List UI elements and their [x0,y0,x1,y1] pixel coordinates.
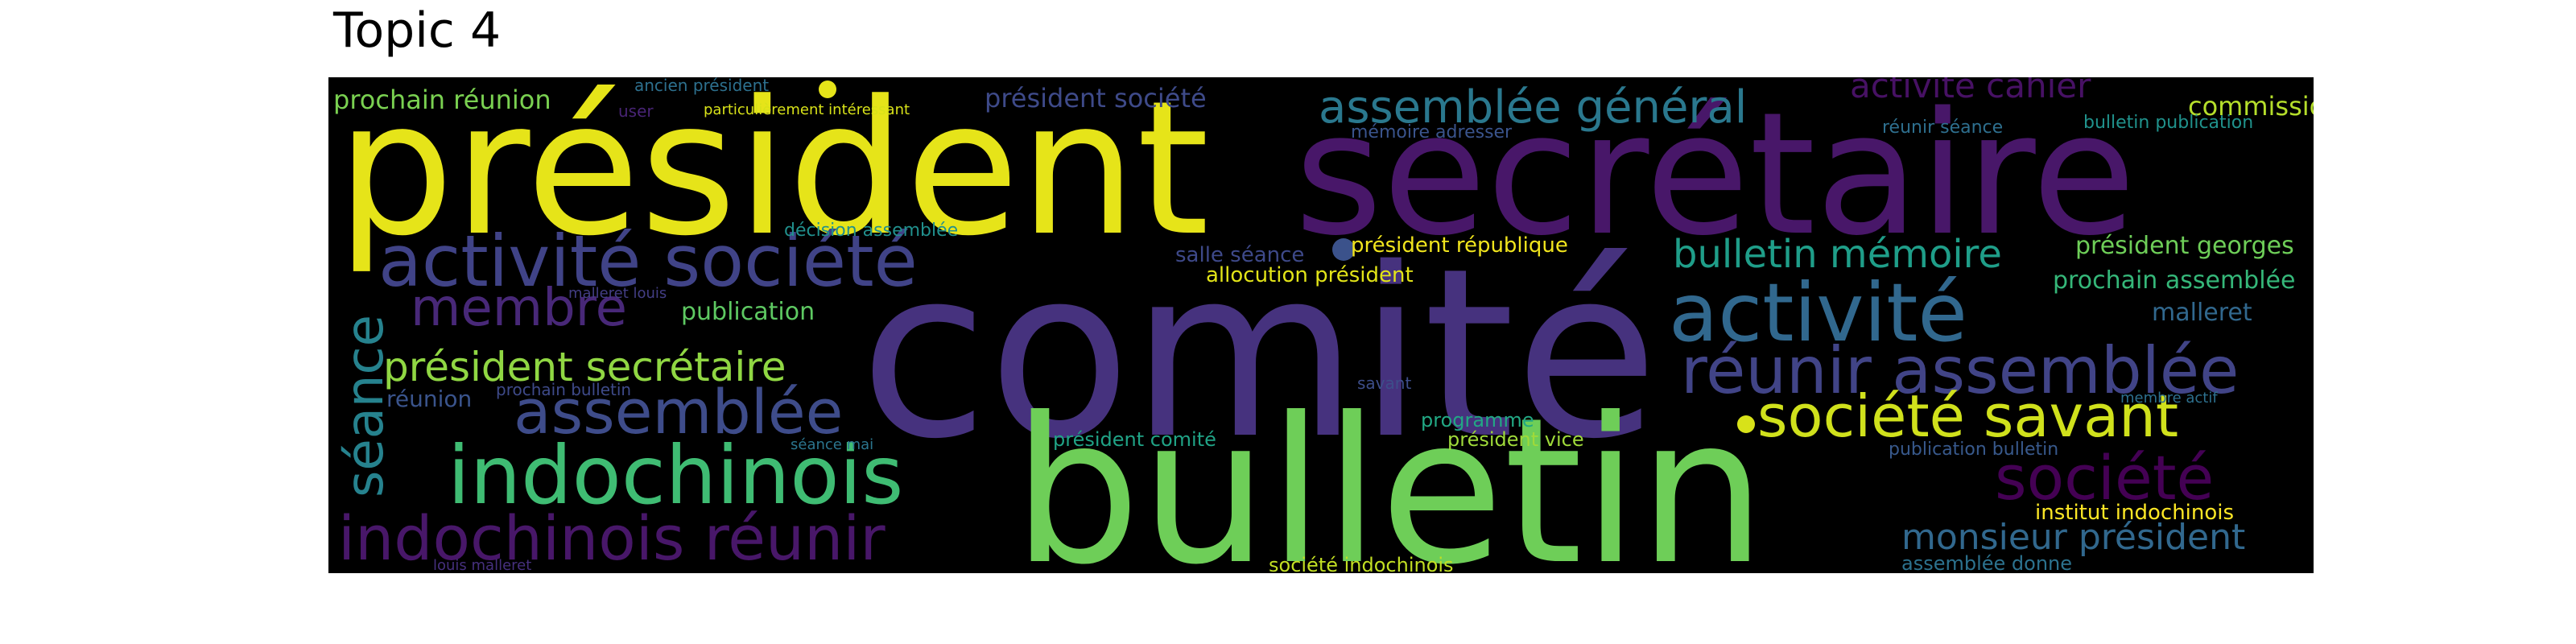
cloud-word: secrétaire [1294,77,2136,273]
cloud-word: séance [336,314,395,497]
cloud-word: indochinois [448,428,904,522]
cloud-word: particulièrement intéressant [704,101,910,118]
dot-mark [819,80,836,98]
cloud-word: société indochinois [1269,554,1454,573]
cloud-word: louis malleret [433,557,532,573]
cloud-word: savant [1357,374,1412,393]
cloud-word: président république [1351,233,1568,258]
cloud-word: membre actif [2120,390,2218,407]
cloud-word: décision assemblée [784,221,959,241]
cloud-word: malleret louis [568,285,667,302]
cloud-word: publication [681,298,815,326]
cloud-word: société savant [1757,382,2179,450]
cloud-word: programme [1421,409,1534,431]
cloud-word: prochain assemblée [2053,266,2296,295]
cloud-word: institut indochinois [2035,501,2235,525]
cloud-word: ancien président [634,77,770,95]
cloud-word: user [618,101,654,121]
cloud-word: bulletin [1013,374,1766,574]
cloud-word: président société [985,83,1207,114]
cloud-word: publication bulletin [1889,440,2059,460]
cloud-word: prochain réunion [333,85,551,115]
cloud-word: société [1995,442,2215,514]
cloud-word: réunion [386,386,473,412]
cloud-word: assemblée général [1319,81,1748,134]
cloud-word: réunir séance [1882,118,2004,138]
cloud-word: président [336,77,1210,277]
cloud-word: président comité [1053,428,1216,451]
cloud-word: salle séance [1175,243,1305,267]
cloud-word: assemblée donne [1901,552,2073,573]
cloud-word: séance mai [791,436,874,453]
cloud-word: monsieur président [1901,517,2246,558]
cloud-word: membre [411,279,627,338]
dot-mark [1737,415,1755,433]
cloud-word: président vice [1447,428,1584,451]
cloud-word: activité cahier [1850,77,2091,105]
cloud-word: mémoire adresser [1351,122,1513,142]
cloud-word: activité société [378,220,918,303]
cloud-word: commission [2188,91,2314,122]
cloud-word: comité [860,219,1659,490]
cloud-word: allocution président [1206,263,1414,287]
word-cloud: président secrétaire comité bulletin activit… [328,77,2314,573]
cloud-word: président georges [2075,232,2294,260]
cloud-word: activité [1669,266,1967,360]
cloud-word: bulletin publication [2083,113,2254,133]
cloud-word: président secrétaire [383,344,786,390]
cloud-word: prochain bulletin [496,380,632,399]
cloud-word: assemblée [514,376,844,448]
cloud-word: réunir assemblée [1681,333,2240,408]
figure-title: Topic 4 [333,2,502,59]
cloud-word: bulletin mémoire [1673,232,2002,277]
cloud-word: indochinois réunir [338,502,886,573]
dot-mark [1332,238,1355,261]
cloud-word: malleret [2152,299,2252,327]
